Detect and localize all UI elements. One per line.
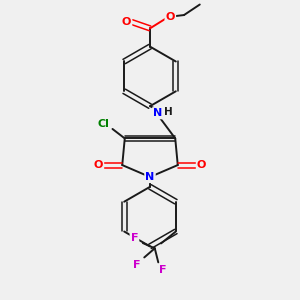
Text: F: F <box>159 265 166 275</box>
Text: Cl: Cl <box>98 119 110 129</box>
Text: H: H <box>164 107 172 118</box>
Text: O: O <box>166 12 175 22</box>
Text: N: N <box>146 172 154 182</box>
Text: F: F <box>134 260 141 270</box>
Text: N: N <box>153 108 162 118</box>
Text: O: O <box>94 160 103 170</box>
Text: O: O <box>122 17 131 27</box>
Text: O: O <box>197 160 206 170</box>
Text: F: F <box>131 233 138 243</box>
